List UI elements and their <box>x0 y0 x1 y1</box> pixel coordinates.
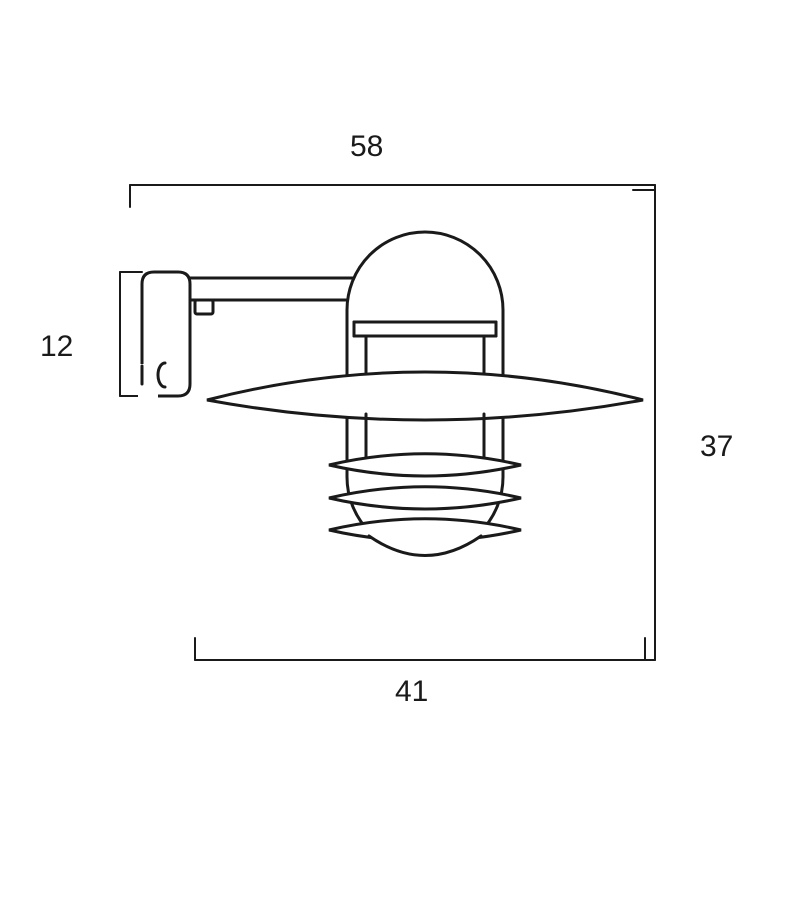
dim-left-label: 12 <box>40 330 73 364</box>
lamp-drawing <box>0 0 800 914</box>
technical-diagram: 58 12 37 41 <box>0 0 800 914</box>
dim-top-label: 58 <box>350 130 383 164</box>
dim-bottom-label: 41 <box>395 675 428 709</box>
dim-right-label: 37 <box>700 430 733 464</box>
